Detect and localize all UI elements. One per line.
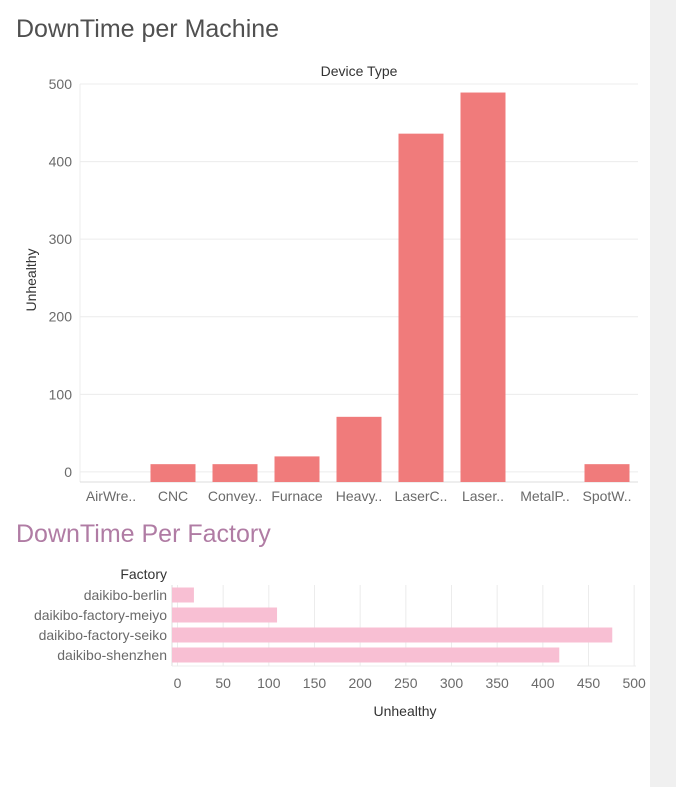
x-tick-label: LaserC.. [395,488,448,504]
bar-laser [460,92,506,482]
x-tick-label: 250 [394,675,418,691]
x-tick-label: 50 [215,675,231,691]
bar-convey [212,464,258,482]
bar-daikibo-shenzhen [172,647,560,663]
bar-daikibo-factory-meiyo [172,607,278,623]
row-label: daikibo-factory-meiyo [34,607,167,623]
bar-daikibo-berlin [172,587,194,603]
bar-cnc [150,464,196,482]
x-tick-label: SpotW.. [582,488,631,504]
x-tick-label: 200 [348,675,372,691]
y-axis-title: Unhealthy [23,248,39,311]
x-tick-label: 400 [531,675,555,691]
x-tick-label: MetalP.. [520,488,570,504]
bar-heavy [336,416,382,482]
machine-downtime-chart: 0 100 200 300 400 500 AirWre.. CNC Convey.. Furna… [23,63,638,504]
row-label: daikibo-factory-seiko [39,627,168,643]
x-axis-title: Unhealthy [373,703,436,719]
factory-downtime-chart: 0 50 100 150 200 250 300 350 400 450 500 daikibo-be… [34,566,646,719]
x-tick-label: Furnace [271,488,323,504]
x-tick-label: Laser.. [462,488,504,504]
y-tick-label: 500 [49,76,73,92]
row-label: daikibo-shenzhen [57,647,167,663]
x-tick-label: Convey.. [208,488,262,504]
x-tick-label: CNC [158,488,188,504]
x-tick-label: 0 [174,675,182,691]
x-tick-label: AirWre.. [86,488,136,504]
y-tick-label: 200 [49,309,73,325]
x-tick-label: 300 [440,675,464,691]
y-tick-label: 400 [49,154,73,170]
y-tick-label: 300 [49,231,73,247]
row-header-factory: Factory [120,566,167,582]
x-tick-label: 450 [577,675,601,691]
x-tick-label: 500 [622,675,646,691]
y-tick-label: 100 [49,386,73,402]
factory-chart-title: DownTime Per Factory [16,520,271,548]
x-tick-label: Heavy.. [336,488,382,504]
bar-daikibo-factory-seiko [172,627,613,643]
x-tick-label: 150 [303,675,327,691]
bar-furnace [274,456,320,482]
row-label: daikibo-berlin [84,587,167,603]
bar-spotw [584,464,630,482]
right-gutter [650,0,676,787]
x-tick-label: 100 [257,675,281,691]
bar-laserc [398,133,444,482]
machine-chart-title: DownTime per Machine [16,15,280,43]
column-header-device-type: Device Type [321,63,398,79]
y-tick-label: 0 [64,464,72,480]
x-tick-label: 350 [485,675,509,691]
